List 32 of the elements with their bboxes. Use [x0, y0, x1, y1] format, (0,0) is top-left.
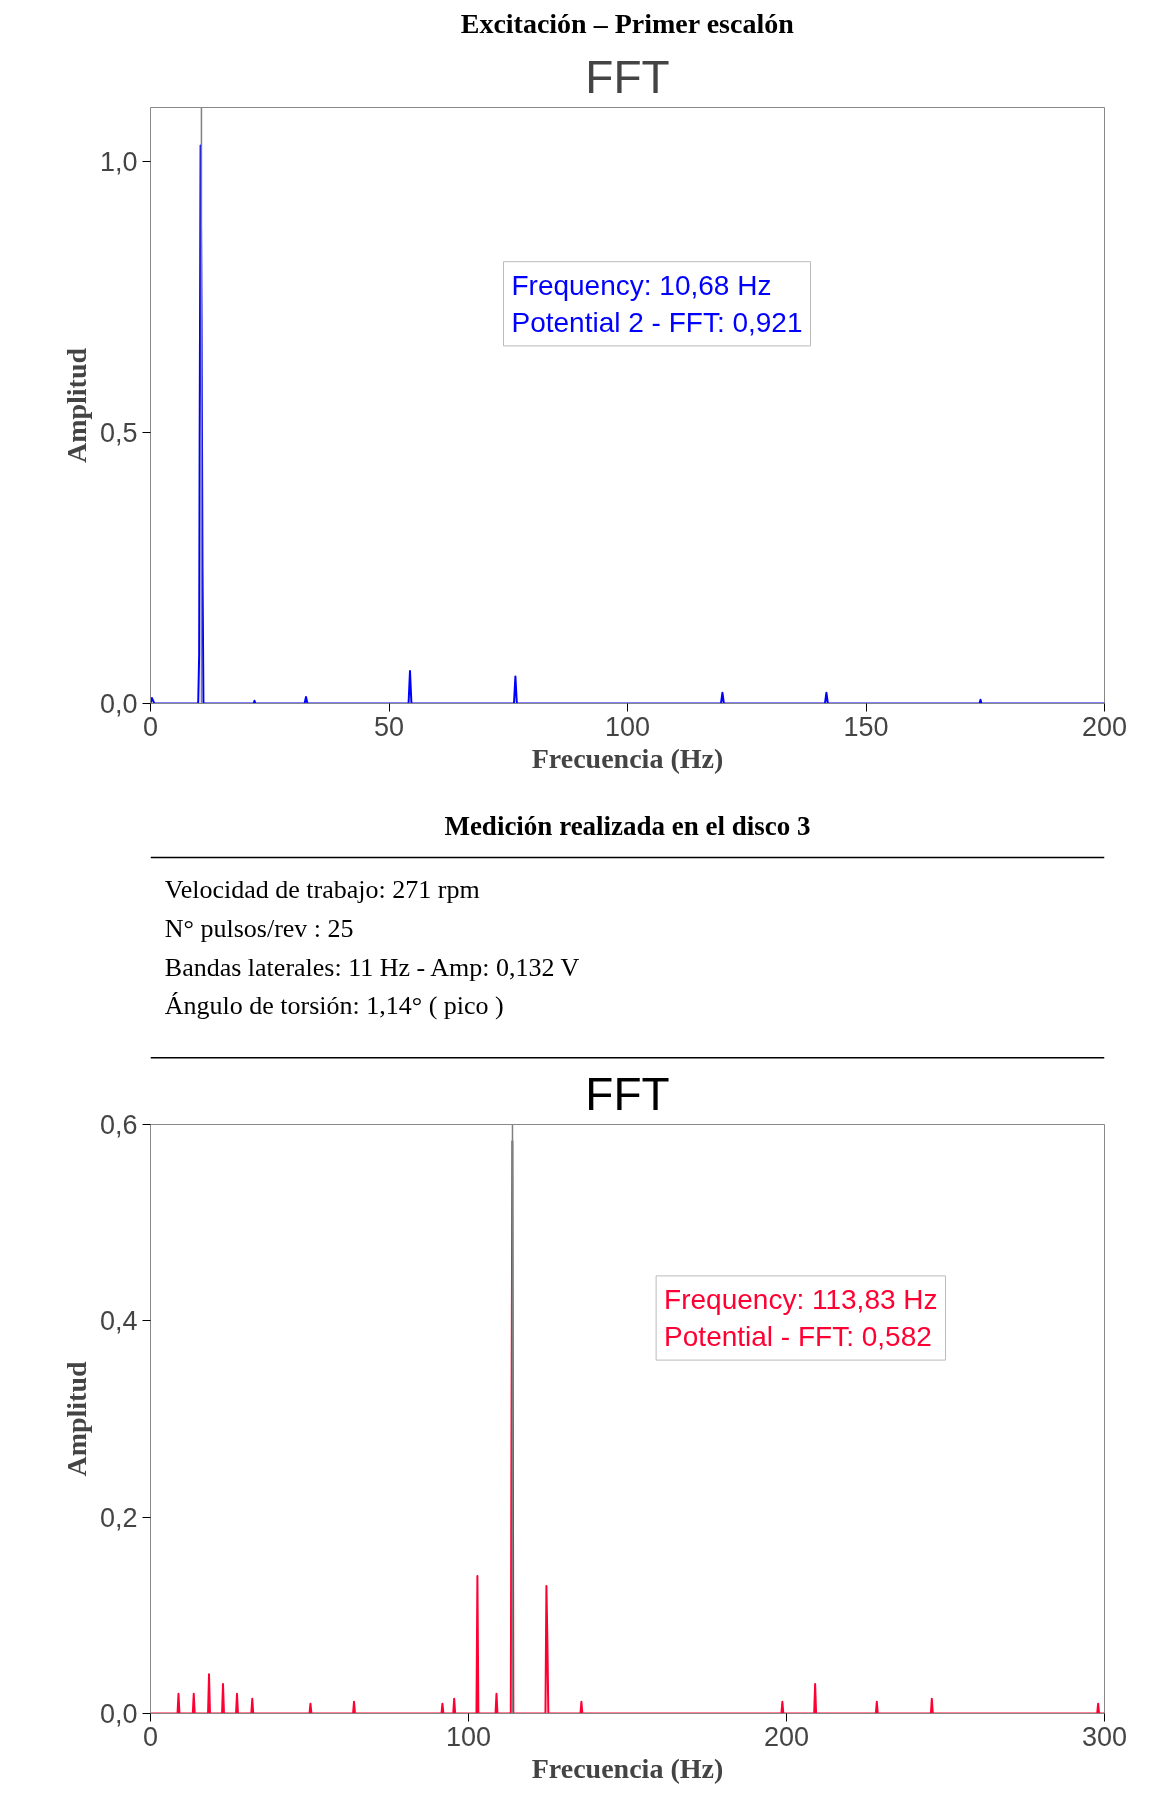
chart-title: Excitación – Primer escalón — [460, 7, 795, 39]
chart-title: FFT — [585, 1067, 670, 1120]
annotation: Potential - FFT: 0,582 — [664, 1321, 932, 1353]
x-tick-label: 300 — [1081, 1721, 1128, 1752]
chart-subtitle: FFT — [585, 50, 670, 103]
y-tick-label: 0,4 — [99, 1306, 138, 1337]
annotation: Frequency: 10,68 Hz — [511, 269, 772, 301]
y-tick-label: 0,0 — [99, 689, 138, 719]
x-tick-label: 150 — [843, 711, 889, 742]
x-tick-label: 100 — [604, 711, 651, 742]
y-tick-label: 0,6 — [99, 1110, 138, 1140]
x-axis-title: Frecuencia (Hz) — [531, 742, 724, 774]
y-axis-title: Amplitud — [60, 347, 92, 464]
x-tick-label: 100 — [445, 1721, 492, 1752]
y-tick-label: 0,0 — [99, 1699, 138, 1729]
x-tick-label: 0 — [142, 711, 159, 742]
y-axis-title: Amplitud — [60, 1361, 92, 1477]
x-tick-label: 200 — [1081, 711, 1128, 742]
annotation: Frequency: 113,83 Hz — [664, 1283, 938, 1315]
text: Ángulo de torsión: 1,14° ( pico ) — [164, 991, 504, 1021]
y-tick-label: 0,2 — [99, 1502, 138, 1533]
text: N° pulsos/rev : 25 — [164, 913, 354, 943]
y-tick-label: 0,5 — [99, 418, 138, 449]
x-axis-title: Frecuencia (Hz) — [531, 1752, 724, 1784]
x-tick-label: 200 — [763, 1721, 810, 1752]
text: Velocidad de trabajo: 271 rpm — [164, 875, 480, 905]
x-tick-label: 0 — [142, 1721, 159, 1752]
text: Bandas laterales: 11 Hz - Amp: 0,132 V — [164, 952, 580, 982]
x-tick-label: 50 — [373, 711, 405, 742]
text: Medición realizada en el disco 3 — [444, 810, 811, 841]
annotation: Potential 2 - FFT: 0,921 — [511, 306, 803, 338]
y-tick-label: 1,0 — [99, 147, 138, 178]
